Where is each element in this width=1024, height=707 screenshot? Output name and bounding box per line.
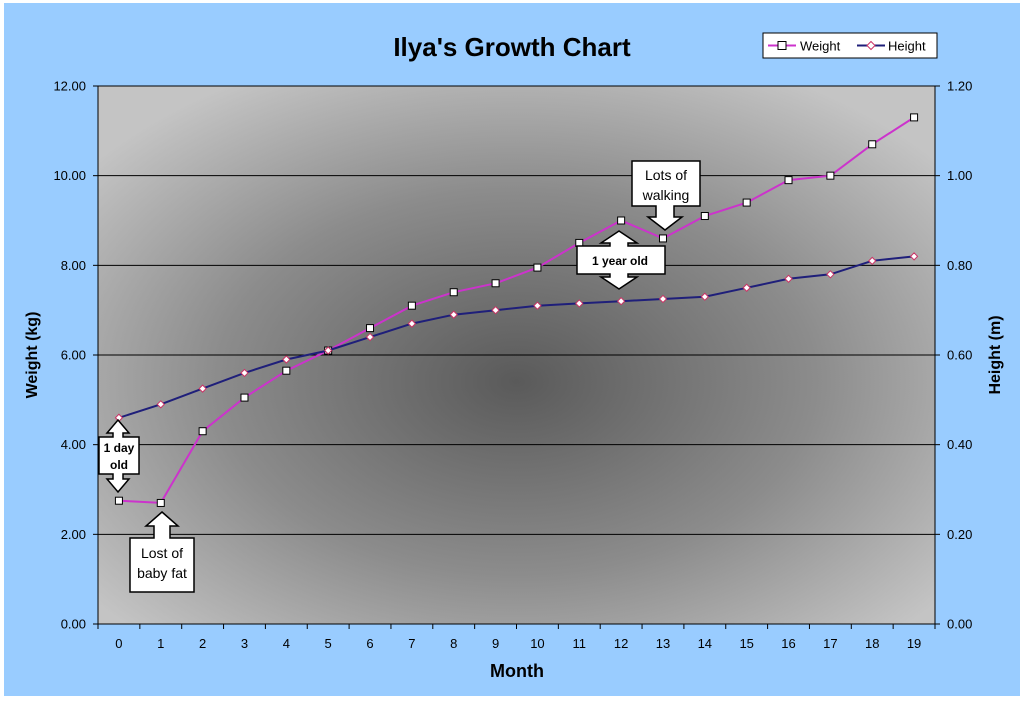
x-tick-label: 5 (325, 636, 332, 651)
legend-height-label: Height (888, 39, 926, 54)
weight-point (449, 288, 458, 297)
weight-point (533, 263, 542, 272)
height-point (868, 256, 877, 266)
height-point (742, 283, 751, 292)
height-point (240, 368, 249, 378)
height-point (658, 294, 668, 304)
y-right-tick-label: 0.80 (947, 258, 972, 273)
x-axis-label: Month (490, 661, 544, 681)
y-right-tick-label: 0.20 (947, 527, 972, 542)
x-tick-label: 3 (241, 636, 248, 651)
x-tick-label: 0 (115, 636, 122, 651)
y-left-tick-label: 12.00 (53, 79, 86, 94)
weight-point (114, 496, 123, 505)
y-axis-left-label: Weight (kg) (24, 312, 41, 399)
weight-point (658, 234, 667, 243)
x-tick-label: 2 (199, 636, 206, 651)
weight-point (742, 198, 751, 207)
annotation-one-day-old-callout (98, 418, 140, 494)
x-tick-label: 1 (157, 636, 164, 651)
height-point (700, 292, 710, 301)
y-right-tick-label: 0.00 (947, 617, 972, 632)
height-point (784, 274, 793, 283)
y-right-tick-label: 0.60 (947, 348, 972, 363)
x-tick-label: 13 (656, 636, 670, 651)
x-tick-label: 4 (283, 636, 290, 651)
annotation-one-year-old-callout (576, 230, 666, 290)
annotation-one-day-old-text: old (110, 458, 128, 472)
height-point (826, 270, 835, 279)
x-tick-label: 19 (907, 636, 921, 651)
weight-point (617, 216, 626, 225)
weight-point (198, 427, 207, 436)
annotation-lots-of-walking-callout (631, 160, 701, 231)
annotation-lots-of-walking-text: walking (642, 187, 690, 203)
y-left-tick-label: 4.00 (61, 437, 86, 452)
x-tick-label: 16 (781, 636, 795, 651)
legend: Weight Height (762, 32, 938, 59)
weight-point (826, 171, 835, 180)
x-tick-label: 7 (408, 636, 415, 651)
height-point (575, 299, 584, 308)
height-point (533, 301, 542, 310)
height-point (909, 252, 919, 261)
y-axis-right-label: Height (m) (987, 315, 1004, 394)
y-right-tick-label: 1.00 (947, 168, 972, 183)
height-point (156, 400, 165, 409)
annotation-lots-of-walking-text: Lots of (645, 167, 687, 183)
chart-title: Ilya's Growth Chart (393, 32, 631, 62)
annotation-one-day-old-text: 1 day (104, 441, 135, 455)
annotation-one-year-old-text: 1 year old (592, 254, 648, 268)
height-point (449, 310, 458, 319)
annotation-lost-baby-fat-text: Lost of (141, 545, 183, 561)
legend-weight-marker (777, 41, 787, 50)
y-right-tick-label: 1.20 (947, 79, 972, 94)
weight-point (407, 301, 416, 310)
x-tick-label: 18 (865, 636, 879, 651)
annotation-lost-baby-fat-text: baby fat (137, 565, 187, 581)
height-point (491, 305, 500, 315)
y-left-tick-label: 0.00 (61, 617, 86, 632)
height-series-line (118, 255, 915, 419)
x-tick-label: 17 (823, 636, 837, 651)
y-left-tick-label: 6.00 (61, 348, 86, 363)
weight-point (868, 140, 877, 149)
x-tick-label: 9 (492, 636, 499, 651)
legend-height-marker (866, 40, 876, 51)
y-right-tick-label: 0.40 (947, 437, 972, 452)
legend-weight-label: Weight (800, 39, 841, 54)
height-point (616, 296, 626, 306)
x-tick-label: 15 (739, 636, 753, 651)
x-tick-label: 14 (698, 636, 712, 651)
height-point (365, 332, 375, 342)
annotation-lost-baby-fat-callout (129, 511, 195, 593)
x-tick-label: 11 (573, 636, 587, 651)
x-tick-label: 10 (530, 636, 544, 651)
weight-point (910, 113, 919, 122)
gridlines (98, 85, 935, 535)
weight-point (156, 498, 165, 507)
weight-point (784, 176, 793, 185)
y-left-tick-label: 10.00 (53, 168, 86, 183)
data-series (114, 113, 919, 507)
height-point (282, 355, 291, 364)
x-tick-label: 12 (614, 636, 628, 651)
weight-point (491, 279, 500, 288)
y-left-tick-label: 8.00 (61, 258, 86, 273)
height-point (198, 384, 207, 393)
weight-point (240, 393, 249, 402)
height-point (323, 346, 333, 355)
weight-point (700, 212, 709, 221)
weight-point (366, 324, 375, 333)
y-left-tick-label: 2.00 (61, 527, 86, 542)
weight-series-line (118, 116, 915, 504)
weight-point (282, 366, 291, 375)
x-tick-label: 6 (366, 636, 373, 651)
height-point (407, 319, 417, 328)
annotations: 1 day old Lost of baby fat 1 year old Lots of… (98, 160, 701, 593)
axes: 0.00 2.00 4.00 6.00 8.00 10.00 12.00 0.00 0.20 0.… (53, 79, 972, 652)
x-tick-label: 8 (450, 636, 457, 651)
